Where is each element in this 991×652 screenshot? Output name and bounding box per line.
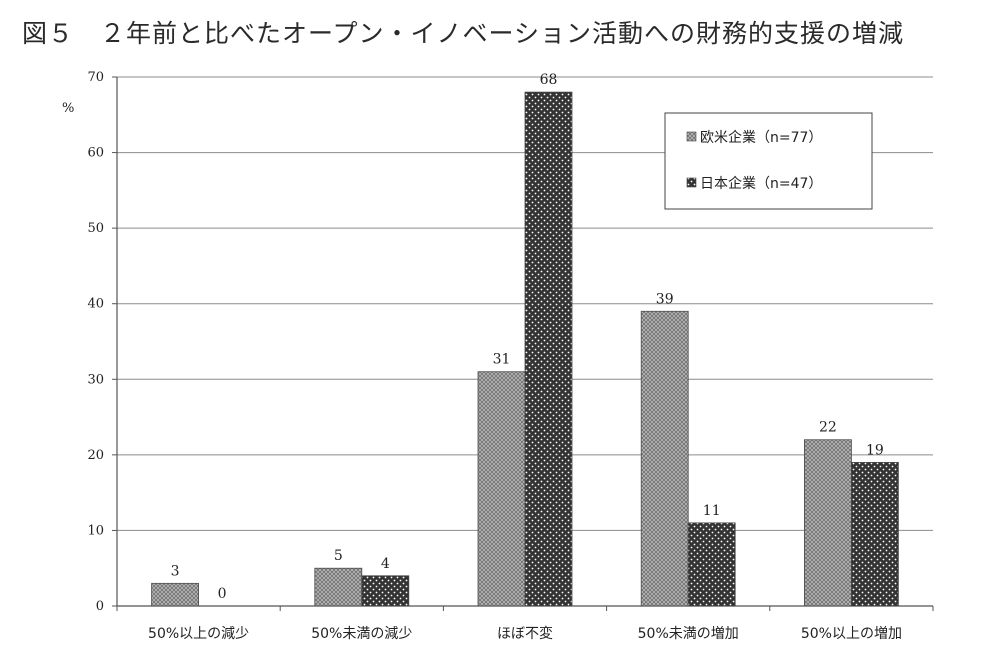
- bar: [361, 575, 410, 607]
- y-tick-label: 10: [87, 523, 104, 538]
- bar: [804, 439, 852, 607]
- y-tick-label: 20: [87, 448, 104, 463]
- y-tick-label: 50: [87, 221, 104, 236]
- y-axis-unit-label: %: [62, 101, 74, 116]
- x-axis: 50%以上の減少 50%未満の減少 ほぼ不変 50%未満の増加 50%以上の増加: [116, 606, 934, 642]
- legend-label: 日本企業（n=47）: [700, 175, 822, 192]
- x-category-label: 50%以上の減少: [148, 625, 249, 642]
- legend: 欧米企業（n=77） 日本企業（n=47）: [664, 112, 873, 210]
- x-category-label: 50%未満の減少: [311, 625, 412, 642]
- x-category-label: ほぼ不変: [497, 625, 553, 642]
- data-label: 5: [334, 548, 343, 564]
- data-label: 31: [493, 352, 511, 368]
- bar: [477, 371, 526, 607]
- x-category-label: 50%未満の増加: [638, 626, 739, 642]
- y-tick-label: 70: [87, 70, 104, 85]
- chart-title: 図５ ２年前と比べたオープン・イノベーション活動への財務的支援の増減: [22, 19, 905, 48]
- data-label: 0: [218, 586, 227, 602]
- legend-box: [664, 112, 873, 210]
- bar: [851, 462, 899, 607]
- y-tick-label: 40: [87, 297, 104, 312]
- data-label: 68: [540, 72, 558, 88]
- bar: [640, 310, 689, 607]
- bar: [687, 522, 736, 607]
- data-label: 11: [703, 503, 721, 519]
- x-category-label: 50%以上の増加: [801, 626, 902, 642]
- data-label: 19: [866, 442, 884, 458]
- data-label: 4: [381, 556, 390, 572]
- y-axis: 0 10 20 30 40 50 60 70: [87, 70, 118, 614]
- bar: [151, 582, 200, 607]
- legend-label: 欧米企業（n=77）: [700, 129, 822, 146]
- data-label: 3: [171, 563, 180, 579]
- bar: [314, 567, 363, 607]
- bars: 3 0 5 4 31 68 39 11 22 19: [151, 72, 899, 607]
- legend-swatch: [686, 177, 697, 188]
- legend-swatch: [686, 131, 697, 142]
- data-label: 39: [656, 291, 674, 307]
- y-tick-label: 30: [87, 372, 104, 387]
- y-tick-label: 60: [87, 146, 104, 161]
- data-label: 22: [819, 420, 837, 436]
- y-tick-label: 0: [96, 599, 104, 614]
- bar: [524, 91, 573, 607]
